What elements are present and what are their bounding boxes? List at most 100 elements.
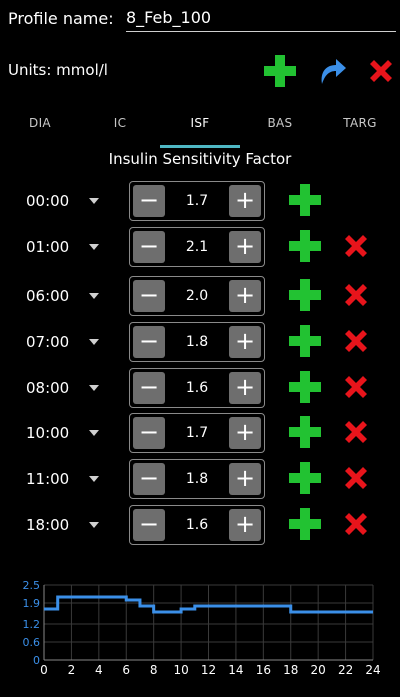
increment-button[interactable]: + bbox=[229, 185, 261, 217]
isf-row: 10:00 − 1.7 + bbox=[0, 413, 400, 453]
add-profile-button[interactable] bbox=[260, 51, 300, 91]
time-select[interactable]: 06:00 bbox=[26, 287, 70, 305]
x-tick-label: 4 bbox=[95, 663, 103, 677]
x-tick-label: 22 bbox=[338, 663, 353, 677]
isf-value-input[interactable]: 1.7 bbox=[185, 425, 209, 441]
chevron-down-icon[interactable] bbox=[89, 522, 99, 528]
x-icon bbox=[345, 421, 367, 443]
add-row-button[interactable] bbox=[285, 321, 325, 361]
chevron-down-icon[interactable] bbox=[89, 339, 99, 345]
plus-icon bbox=[289, 279, 321, 311]
delete-row-button[interactable] bbox=[336, 367, 376, 407]
isf-series-line bbox=[44, 595, 373, 614]
isf-value-stepper: − 1.7 + bbox=[129, 181, 265, 221]
isf-row: 08:00 − 1.6 + bbox=[0, 368, 400, 408]
x-tick-label: 14 bbox=[228, 663, 243, 677]
isf-value-input[interactable]: 1.7 bbox=[185, 193, 209, 209]
x-tick-label: 8 bbox=[150, 663, 158, 677]
x-tick-label: 12 bbox=[201, 663, 216, 677]
plus-icon bbox=[289, 230, 321, 262]
x-tick-label: 20 bbox=[311, 663, 326, 677]
decrement-button[interactable]: − bbox=[133, 326, 165, 358]
add-row-button[interactable] bbox=[285, 226, 325, 266]
decrement-button[interactable]: − bbox=[133, 372, 165, 404]
add-row-button[interactable] bbox=[285, 275, 325, 315]
plus-icon bbox=[289, 325, 321, 357]
isf-value-input[interactable]: 1.6 bbox=[185, 380, 209, 396]
add-row-button[interactable] bbox=[285, 504, 325, 544]
tab-ic[interactable]: IC bbox=[113, 116, 127, 130]
plus-icon bbox=[289, 462, 321, 494]
delete-row-button[interactable] bbox=[336, 458, 376, 498]
delete-row-button[interactable] bbox=[336, 275, 376, 315]
x-tick-label: 18 bbox=[283, 663, 298, 677]
delete-row-button[interactable] bbox=[336, 226, 376, 266]
delete-row-button[interactable] bbox=[336, 321, 376, 361]
increment-button[interactable]: + bbox=[229, 280, 261, 312]
add-row-button[interactable] bbox=[285, 180, 325, 220]
isf-value-stepper: − 1.8 + bbox=[129, 459, 265, 499]
isf-value-stepper: − 2.0 + bbox=[129, 276, 265, 316]
time-select[interactable]: 08:00 bbox=[26, 379, 70, 397]
tab-bas[interactable]: BAS bbox=[267, 116, 293, 130]
isf-value-stepper: − 1.8 + bbox=[129, 322, 265, 362]
profile-name-field[interactable]: 8_Feb_100 bbox=[126, 8, 396, 32]
isf-row: 11:00 − 1.8 + bbox=[0, 459, 400, 499]
profile-name-label: Profile name: bbox=[8, 9, 114, 28]
increment-button[interactable]: + bbox=[229, 509, 261, 541]
decrement-button[interactable]: − bbox=[133, 231, 165, 263]
x-tick-label: 24 bbox=[365, 663, 380, 677]
redo-arrow-icon bbox=[321, 59, 346, 84]
isf-row: 06:00 − 2.0 + bbox=[0, 276, 400, 316]
chevron-down-icon[interactable] bbox=[89, 476, 99, 482]
isf-row: 01:00 − 2.1 + bbox=[0, 227, 400, 267]
decrement-button[interactable]: − bbox=[133, 185, 165, 217]
chevron-down-icon[interactable] bbox=[89, 244, 99, 250]
time-select[interactable]: 18:00 bbox=[26, 516, 70, 534]
increment-button[interactable]: + bbox=[229, 372, 261, 404]
increment-button[interactable]: + bbox=[229, 417, 261, 449]
decrement-button[interactable]: − bbox=[133, 417, 165, 449]
tab-targ[interactable]: TARG bbox=[343, 116, 377, 130]
increment-button[interactable]: + bbox=[229, 463, 261, 495]
x-icon bbox=[370, 60, 392, 82]
isf-value-input[interactable]: 1.8 bbox=[185, 471, 209, 487]
isf-value-input[interactable]: 2.0 bbox=[185, 288, 209, 304]
chevron-down-icon[interactable] bbox=[89, 385, 99, 391]
decrement-button[interactable]: − bbox=[133, 280, 165, 312]
delete-row-button[interactable] bbox=[336, 504, 376, 544]
time-select[interactable]: 07:00 bbox=[26, 333, 70, 351]
isf-value-input[interactable]: 1.6 bbox=[185, 517, 209, 533]
x-icon bbox=[345, 376, 367, 398]
isf-value-stepper: − 2.1 + bbox=[129, 227, 265, 267]
x-icon bbox=[345, 513, 367, 535]
time-select[interactable]: 00:00 bbox=[26, 192, 70, 210]
add-row-button[interactable] bbox=[285, 367, 325, 407]
add-row-button[interactable] bbox=[285, 412, 325, 452]
delete-row-button[interactable] bbox=[336, 412, 376, 452]
time-select[interactable]: 10:00 bbox=[26, 424, 70, 442]
add-row-button[interactable] bbox=[285, 458, 325, 498]
isf-value-input[interactable]: 2.1 bbox=[185, 239, 209, 255]
chevron-down-icon[interactable] bbox=[89, 293, 99, 299]
chevron-down-icon[interactable] bbox=[89, 198, 99, 204]
plus-icon bbox=[289, 184, 321, 216]
chevron-down-icon[interactable] bbox=[89, 430, 99, 436]
decrement-button[interactable]: − bbox=[133, 463, 165, 495]
tab-isf[interactable]: ISF bbox=[190, 116, 210, 130]
isf-value-stepper: − 1.6 + bbox=[129, 505, 265, 545]
increment-button[interactable]: + bbox=[229, 231, 261, 263]
decrement-button[interactable]: − bbox=[133, 509, 165, 541]
time-select[interactable]: 01:00 bbox=[26, 238, 70, 256]
increment-button[interactable]: + bbox=[229, 326, 261, 358]
isf-row: 07:00 − 1.8 + bbox=[0, 322, 400, 362]
time-select[interactable]: 11:00 bbox=[26, 470, 70, 488]
x-tick-label: 2 bbox=[68, 663, 76, 677]
isf-value-input[interactable]: 1.8 bbox=[185, 334, 209, 350]
tab-dia[interactable]: DIA bbox=[29, 116, 51, 130]
delete-profile-button[interactable] bbox=[361, 51, 400, 91]
y-tick-label: 1.9 bbox=[23, 597, 41, 610]
redo-button[interactable] bbox=[311, 51, 351, 91]
y-tick-label: 1.2 bbox=[23, 618, 41, 631]
units-label: Units: mmol/l bbox=[8, 61, 108, 79]
